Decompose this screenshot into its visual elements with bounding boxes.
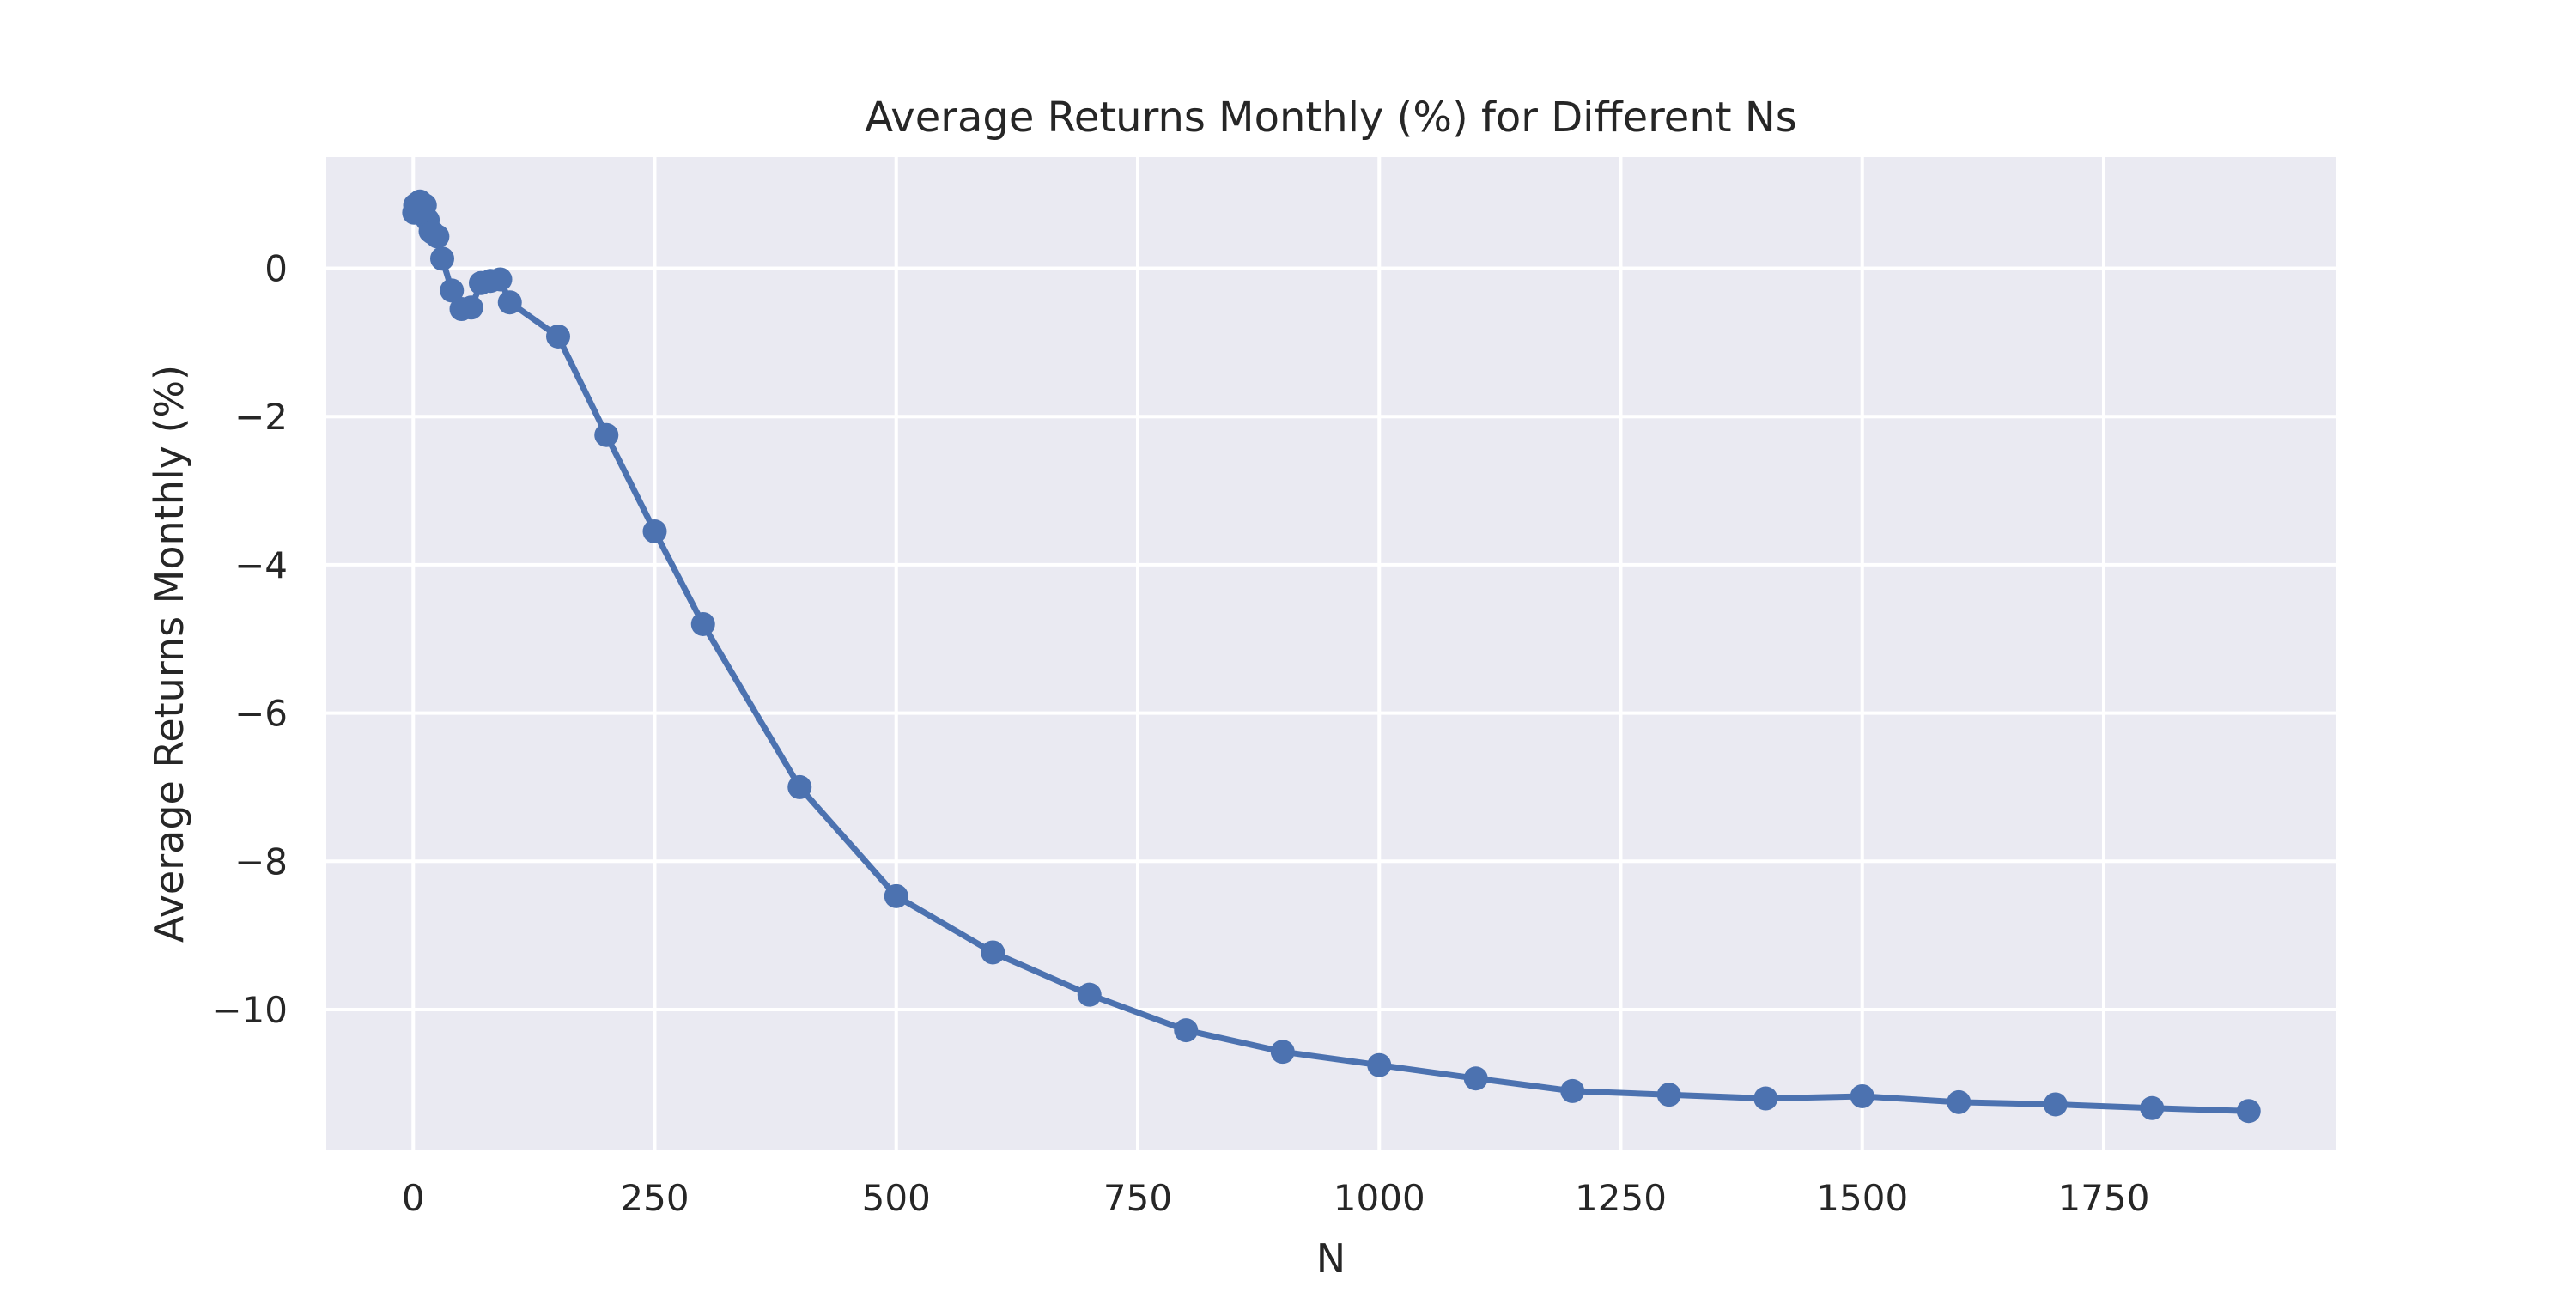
x-tick-label: 1250 [1575,1177,1667,1219]
data-point [1270,1040,1295,1065]
data-point [1367,1052,1392,1077]
data-point [1560,1078,1585,1103]
data-point [2043,1092,2068,1117]
data-point [459,295,483,320]
data-point [440,278,465,303]
data-point [690,611,715,636]
data-point [1753,1086,1778,1111]
data-point [430,246,454,271]
data-point [787,774,812,799]
x-axis-label: N [1316,1235,1346,1282]
chart-title: Average Returns Monthly (%) for Differen… [865,94,1796,142]
data-point [981,940,1005,965]
data-point [594,422,619,447]
data-point [425,224,450,249]
data-point [488,267,513,292]
y-tick-label: −8 [234,840,288,883]
y-tick-label: 0 [264,248,288,290]
series-layer [402,189,2261,1124]
data-point [546,324,570,349]
x-tick-label: 250 [620,1177,689,1219]
y-axis-label: Average Returns Monthly (%) [146,365,192,943]
plot-area [326,157,2336,1150]
x-tick-label: 1750 [2058,1177,2150,1219]
data-point [2236,1099,2261,1124]
grid-lines [326,157,2336,1150]
x-tick-label: 750 [1103,1177,1172,1219]
data-point [884,883,908,908]
data-point [1850,1083,1874,1108]
y-tick-label: −4 [234,544,288,586]
tick-labels: 0 250 500 750 1000 1250 1500 1750 0 −2 −4 −6 −8 −10 [211,248,2149,1219]
x-tick-label: 1500 [1816,1177,1908,1219]
data-point [497,290,522,315]
x-tick-label: 0 [402,1177,425,1219]
data-point [1656,1083,1681,1107]
y-tick-label: −2 [234,396,288,438]
data-point [1077,982,1102,1007]
data-point [1947,1089,1971,1114]
y-tick-label: −10 [211,989,288,1031]
x-tick-label: 1000 [1334,1177,1425,1219]
data-point [2140,1095,2165,1120]
data-point [642,519,667,544]
x-tick-label: 500 [862,1177,931,1219]
y-tick-label: −6 [234,693,288,735]
data-point [1463,1066,1488,1091]
data-point [1174,1018,1199,1043]
